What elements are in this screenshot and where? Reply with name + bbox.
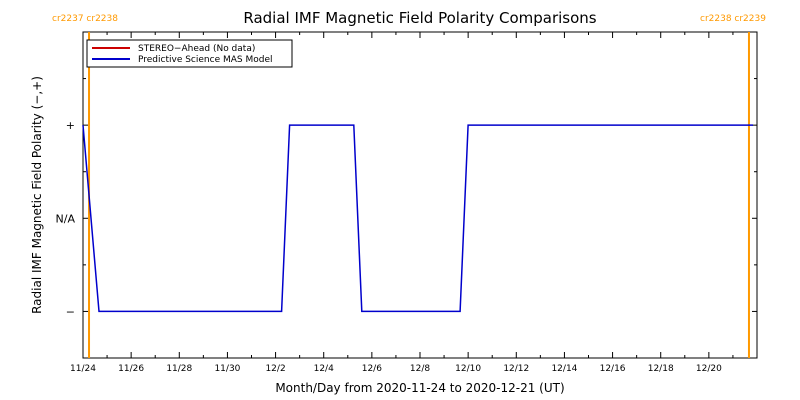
x-tick-label: 12/10	[455, 364, 481, 374]
plot-frame	[82, 31, 758, 359]
y-tick-label: +	[66, 119, 75, 132]
x-tick-label: 12/6	[362, 364, 382, 374]
carrington-label: cr2238 cr2239	[700, 14, 766, 24]
series-line-mas-model	[82, 124, 753, 313]
legend-entry: STEREO−Ahead (No data)	[138, 44, 255, 54]
x-tick-label: 12/12	[503, 364, 529, 374]
carrington-labels: cr2237 cr2238 cr2238 cr2239	[52, 14, 766, 24]
chart-title: Radial IMF Magnetic Field Polarity Compa…	[243, 9, 596, 27]
legend: STEREO−Ahead (No data)Predictive Science…	[86, 39, 293, 68]
y-axis-ticks: + N/A −	[56, 31, 757, 359]
y-tick-label: N/A	[56, 212, 76, 225]
x-tick-label: 12/16	[600, 364, 626, 374]
x-tick-label: 12/18	[648, 364, 674, 374]
y-tick-label: −	[66, 305, 75, 318]
series-layer	[82, 124, 753, 313]
carrington-label: cr2237 cr2238	[52, 14, 118, 24]
x-tick-label: 11/26	[118, 364, 144, 374]
y-axis-label: Radial IMF Magnetic Field Polarity (−,+)	[30, 76, 44, 314]
carrington-markers	[88, 32, 750, 358]
legend-box	[86, 39, 293, 68]
x-tick-label: 12/14	[551, 364, 577, 374]
x-axis-ticks: 11/24 11/26 11/28 11/30 12/2 12/4 12/6 12/8 12/1…	[70, 32, 734, 374]
legend-entry: Predictive Science MAS Model	[138, 55, 273, 65]
x-axis-label: Month/Day from 2020-11-24 to 2020-12-21 …	[275, 381, 564, 395]
axes	[82, 31, 758, 359]
x-tick-label: 11/30	[214, 364, 240, 374]
x-tick-label: 12/8	[410, 364, 430, 374]
x-tick-label: 12/2	[265, 364, 285, 374]
x-tick-label: 11/28	[166, 364, 192, 374]
x-tick-label: 12/4	[314, 364, 334, 374]
x-tick-label: 12/20	[696, 364, 722, 374]
x-tick-label: 11/24	[70, 364, 96, 374]
